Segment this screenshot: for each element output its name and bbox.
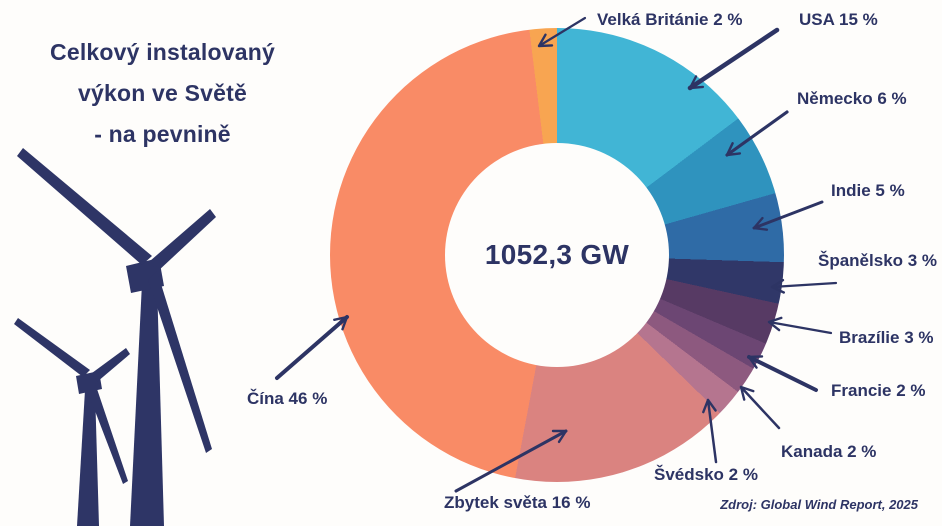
slice-label-nemecko: Německo 6 %: [797, 89, 907, 108]
slice-label-indie: Indie 5 %: [831, 181, 905, 200]
title-line-1: Celkový instalovaný: [50, 39, 275, 65]
pointer-arrow-cina: [275, 315, 349, 380]
slice-label-kanada: Kanada 2 %: [781, 442, 877, 461]
pointer-arrow-kanada: [739, 385, 781, 430]
slice-label-svedsko: Švédsko 2 %: [654, 465, 758, 484]
pointer-arrow-francie: [747, 355, 818, 392]
slice-label-velka-britanie: Velká Británie 2 %: [597, 10, 743, 29]
large-turbine: [17, 148, 216, 526]
slice-label-cina: Čína 46 %: [247, 389, 328, 408]
donut-center-value: 1052,3 GW: [484, 239, 630, 270]
slice-label-zbytek-sveta: Zbytek světa 16 %: [444, 493, 591, 512]
title-line-2: výkon ve Světě: [77, 80, 247, 106]
donut-hole: 1052,3 GW: [445, 143, 669, 367]
pointer-arrow-brazilie: [767, 316, 833, 335]
pointer-arrow-usa: [687, 27, 780, 91]
source-credit: Zdroj: Global Wind Report, 2025: [720, 497, 918, 512]
small-turbine: [14, 318, 130, 526]
page-title: Celkový instalovaný výkon ve Světě - na …: [20, 32, 305, 155]
slice-label-francie: Francie 2 %: [831, 381, 926, 400]
slice-label-brazilie: Brazílie 3 %: [839, 328, 934, 347]
slice-label-spanelsko: Španělsko 3 %: [818, 251, 938, 270]
slice-label-usa: USA 15 %: [799, 10, 878, 29]
title-line-3: - na pevnině: [94, 121, 231, 147]
